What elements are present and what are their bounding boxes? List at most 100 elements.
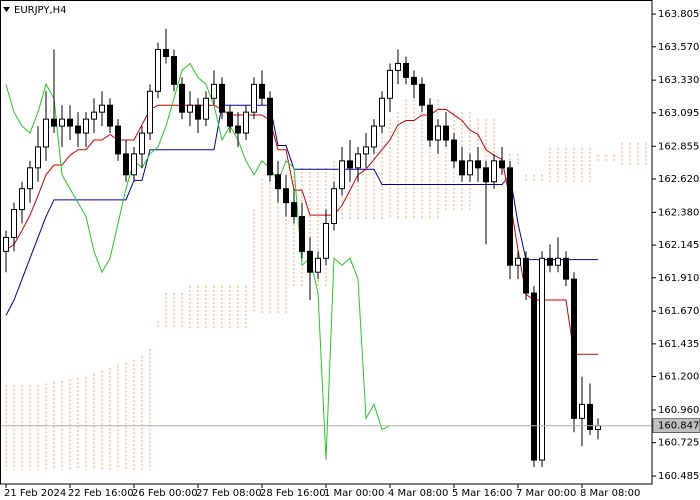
candle-body <box>339 160 345 190</box>
last-price-label: 160.847 <box>658 421 699 432</box>
candle-body <box>355 153 361 169</box>
candle-body <box>315 257 321 273</box>
candle-body <box>291 202 297 218</box>
candle-body <box>467 160 473 176</box>
candle-body <box>387 69 393 99</box>
y-tick-label: 160.725 <box>658 438 699 449</box>
candle-body <box>43 118 49 148</box>
candle-body <box>475 160 481 169</box>
y-tick-label: 162.145 <box>658 240 699 251</box>
candle-body <box>539 257 545 461</box>
y-tick-label: 161.670 <box>658 306 699 317</box>
candle-body <box>395 62 401 71</box>
y-tick-label: 162.380 <box>658 207 699 218</box>
candle-body <box>131 153 137 176</box>
chart-title: EURJPY,H4 <box>14 5 67 16</box>
candle-body <box>307 250 313 273</box>
candle-body <box>75 125 81 134</box>
indicator-line <box>5 104 598 316</box>
candle-body <box>107 104 113 127</box>
x-tick-label: 1 Mar 00:00 <box>324 488 384 499</box>
x-tick-label: 28 Feb 16:00 <box>260 488 326 499</box>
candle-body <box>427 104 433 141</box>
candle-body <box>571 278 577 419</box>
candle-body <box>331 188 337 224</box>
x-tick-label: 22 Feb 16:00 <box>68 488 134 499</box>
candle-body <box>27 167 33 190</box>
y-tick-label: 160.960 <box>658 405 699 416</box>
x-tick-label: 7 Mar 00:00 <box>516 488 576 499</box>
y-tick-label: 162.620 <box>658 174 699 185</box>
candle-body <box>403 62 409 78</box>
candle-body <box>179 83 185 113</box>
candle-body <box>275 174 281 190</box>
candle-body <box>283 188 289 204</box>
x-tick-label: 8 Mar 08:00 <box>580 488 640 499</box>
indicator-line <box>5 62 391 461</box>
candle-body <box>323 222 329 259</box>
last-price-box <box>652 418 700 433</box>
y-tick-label: 163.805 <box>658 9 699 20</box>
candle-body <box>67 118 73 127</box>
candle-body <box>59 118 65 127</box>
candle-body <box>595 425 601 430</box>
candle-body <box>227 111 233 127</box>
candle-body <box>435 125 441 141</box>
candle-body <box>195 104 201 120</box>
candle-body <box>515 257 521 266</box>
candle-body <box>251 83 257 113</box>
candle-body <box>299 216 305 252</box>
candle-body <box>51 118 57 127</box>
y-tick-label: 162.855 <box>658 141 699 152</box>
candle-body <box>235 125 241 134</box>
candle-body <box>363 146 369 155</box>
candle-body <box>347 160 353 169</box>
x-tick-label: 27 Feb 08:00 <box>196 488 262 499</box>
y-tick-label: 163.570 <box>658 42 699 53</box>
candle-body <box>83 118 89 134</box>
candle-body <box>531 292 537 461</box>
candle-body <box>411 76 417 85</box>
y-tick-label: 161.435 <box>658 339 699 350</box>
title-icon <box>3 7 10 12</box>
y-tick-label: 163.330 <box>658 75 699 86</box>
indicator-line <box>5 104 598 355</box>
candle-body <box>203 97 209 120</box>
candle-body <box>547 257 553 266</box>
candle-body <box>523 257 529 294</box>
candle-body <box>451 139 457 162</box>
x-tick-label: 4 Mar 08:00 <box>388 488 448 499</box>
candle-body <box>371 125 377 148</box>
y-tick-label: 161.200 <box>658 372 699 383</box>
y-tick-label: 161.910 <box>658 273 699 284</box>
candle-body <box>3 236 9 252</box>
candle-body <box>443 125 449 141</box>
candle-body <box>171 55 177 85</box>
candle-layer <box>3 28 601 468</box>
candle-body <box>491 160 497 183</box>
indicator-layer <box>5 62 598 461</box>
candle-body <box>19 188 25 211</box>
x-tick-label: 26 Feb 00:00 <box>132 488 198 499</box>
y-tick-label: 160.485 <box>658 471 699 482</box>
candle-body <box>379 97 385 127</box>
candle-body <box>499 160 505 169</box>
candle-body <box>91 111 97 120</box>
candle-body <box>123 153 129 176</box>
candle-body <box>259 83 265 99</box>
candle-body <box>267 97 273 176</box>
candle-body <box>155 49 161 92</box>
candle-body <box>35 146 41 169</box>
candle-body <box>563 257 569 280</box>
y-tick-label: 163.095 <box>658 108 699 119</box>
candle-body <box>139 132 145 155</box>
candle-body <box>99 104 105 113</box>
candle-body <box>147 90 153 134</box>
candle-body <box>187 104 193 113</box>
candle-body <box>555 257 561 266</box>
candle-body <box>507 167 513 266</box>
